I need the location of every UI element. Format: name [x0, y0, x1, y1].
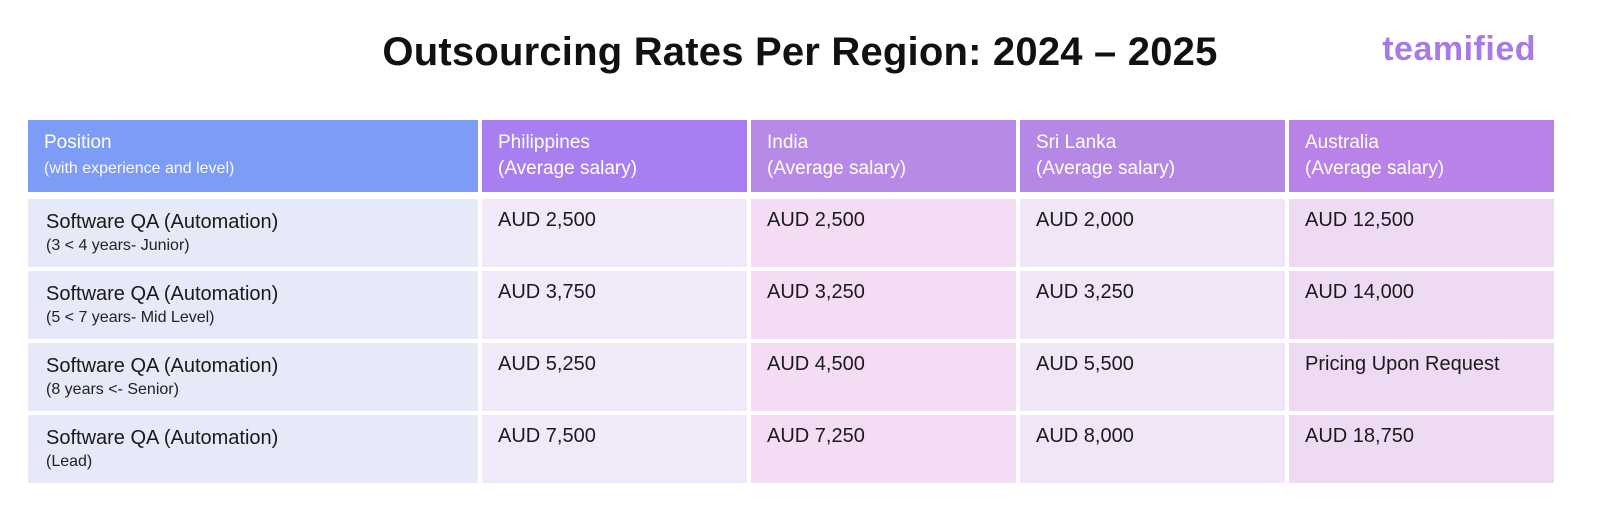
header-sri-lanka: Sri Lanka (Average salary) [1020, 120, 1285, 192]
india-cell: AUD 2,500 [751, 199, 1016, 267]
header-position: Position (with experience and level) [28, 120, 478, 192]
header-australia-sub: (Average salary) [1305, 158, 1445, 179]
header-india-label: India [767, 132, 809, 153]
australia-cell: AUD 14,000 [1289, 271, 1554, 339]
philippines-cell: AUD 3,750 [482, 271, 747, 339]
position-cell: Software QA (Automation) (Lead) [28, 415, 478, 483]
australia-cell: Pricing Upon Request [1289, 343, 1554, 411]
position-name: Software QA (Automation) [46, 355, 279, 377]
australia-cell: AUD 18,750 [1289, 415, 1554, 483]
philippines-cell: AUD 5,250 [482, 343, 747, 411]
position-level: (3 < 4 years- Junior) [46, 237, 190, 254]
table-row: Software QA (Automation) (Lead) AUD 7,50… [28, 415, 1572, 483]
position-cell: Software QA (Automation) (3 < 4 years- J… [28, 199, 478, 267]
position-cell: Software QA (Automation) (5 < 7 years- M… [28, 271, 478, 339]
position-cell: Software QA (Automation) (8 years <- Sen… [28, 343, 478, 411]
header-india-sub: (Average salary) [767, 158, 907, 179]
sri-lanka-cell: AUD 3,250 [1020, 271, 1285, 339]
header-sri-lanka-sub: (Average salary) [1036, 158, 1176, 179]
table-header-row: Position (with experience and level) Phi… [28, 120, 1572, 192]
position-level: (Lead) [46, 453, 93, 470]
india-cell: AUD 3,250 [751, 271, 1016, 339]
header-position-label: Position [44, 132, 112, 153]
position-level: (8 years <- Senior) [46, 381, 179, 398]
position-name: Software QA (Automation) [46, 283, 279, 305]
india-cell: AUD 7,250 [751, 415, 1016, 483]
table-row: Software QA (Automation) (8 years <- Sen… [28, 343, 1572, 411]
header-philippines-label: Philippines [498, 132, 590, 153]
table-row: Software QA (Automation) (5 < 7 years- M… [28, 271, 1572, 339]
sri-lanka-cell: AUD 5,500 [1020, 343, 1285, 411]
philippines-cell: AUD 7,500 [482, 415, 747, 483]
philippines-cell: AUD 2,500 [482, 199, 747, 267]
page-title: Outsourcing Rates Per Region: 2024 – 202… [382, 30, 1218, 74]
rates-table: Position (with experience and level) Phi… [28, 120, 1572, 487]
australia-cell: AUD 12,500 [1289, 199, 1554, 267]
header-india: India (Average salary) [751, 120, 1016, 192]
sri-lanka-cell: AUD 8,000 [1020, 415, 1285, 483]
header-position-sub: (with experience and level) [44, 160, 235, 177]
table-row: Software QA (Automation) (3 < 4 years- J… [28, 199, 1572, 267]
teamified-logo: teamified [1382, 30, 1536, 68]
sri-lanka-cell: AUD 2,000 [1020, 199, 1285, 267]
position-name: Software QA (Automation) [46, 211, 279, 233]
header-philippines-sub: (Average salary) [498, 158, 638, 179]
header-sri-lanka-label: Sri Lanka [1036, 132, 1117, 153]
position-name: Software QA (Automation) [46, 427, 279, 449]
header-australia: Australia (Average salary) [1289, 120, 1554, 192]
position-level: (5 < 7 years- Mid Level) [46, 309, 215, 326]
india-cell: AUD 4,500 [751, 343, 1016, 411]
header-philippines: Philippines (Average salary) [482, 120, 747, 192]
header-australia-label: Australia [1305, 132, 1379, 153]
